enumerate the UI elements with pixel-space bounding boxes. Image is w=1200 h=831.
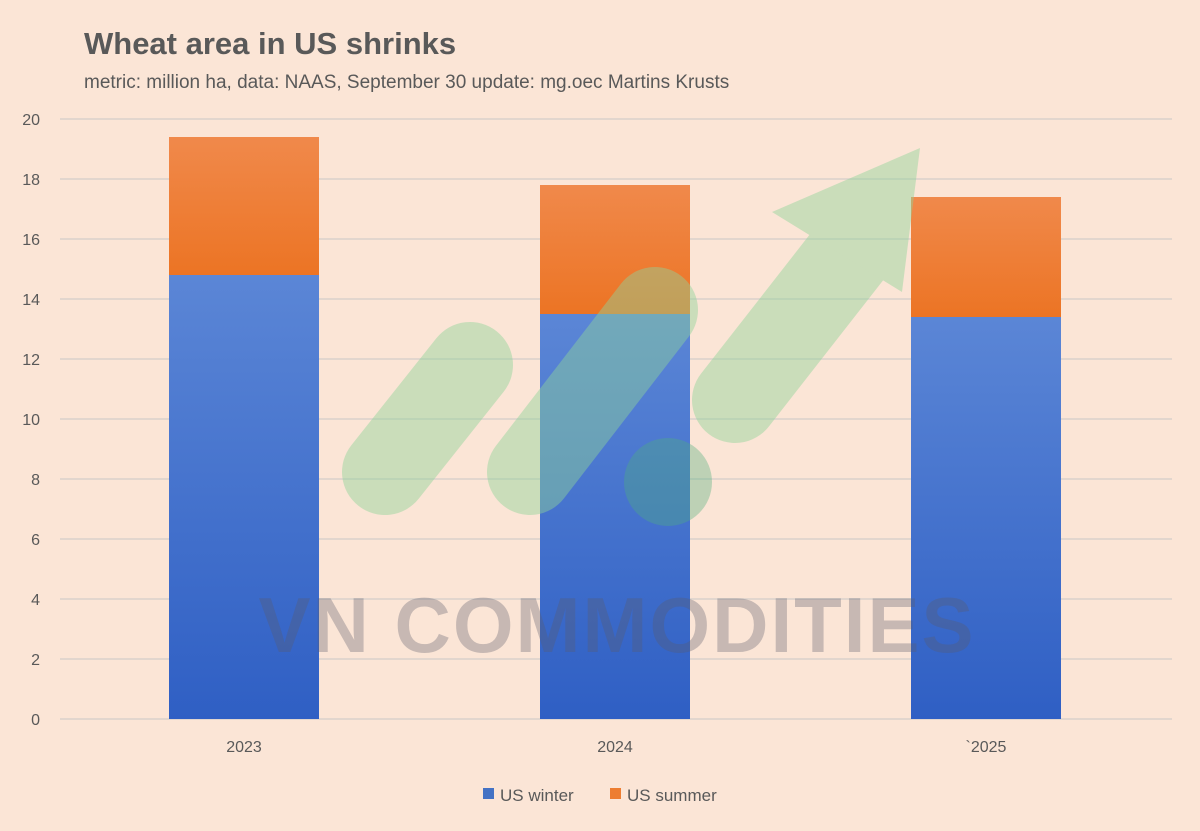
x-category-label: 2023 [226, 739, 262, 756]
y-tick-label: 0 [31, 712, 40, 729]
legend-label: US summer [627, 786, 717, 805]
chart-title: Wheat area in US shrinks [84, 26, 457, 61]
y-tick-label: 4 [31, 592, 40, 609]
chart-subtitle: metric: million ha, data: NAAS, Septembe… [84, 72, 730, 93]
y-tick-label: 6 [31, 532, 40, 549]
legend-label: US winter [500, 786, 574, 805]
bars [169, 137, 1061, 719]
y-axis-ticks: 0 2 4 6 8 10 12 14 16 18 20 [22, 112, 40, 729]
y-tick-label: 12 [22, 352, 40, 369]
y-tick-label: 8 [31, 472, 40, 489]
watermark-text: VN COMMODITIES [258, 581, 975, 669]
legend: US winter US summer [483, 786, 717, 805]
bar-us-summer-2 [911, 197, 1061, 317]
x-category-label: `2025 [966, 739, 1007, 756]
y-tick-label: 10 [22, 412, 40, 429]
y-tick-label: 16 [22, 232, 40, 249]
watermark-logo [342, 148, 920, 526]
x-category-label: 2024 [597, 739, 633, 756]
y-tick-label: 18 [22, 172, 40, 189]
bar-us-summer-1 [540, 185, 690, 314]
x-axis-labels: 2023 2024 `2025 [226, 739, 1006, 756]
bar-us-summer-0 [169, 137, 319, 275]
legend-swatch [610, 788, 621, 799]
bar-us-winter-0 [169, 275, 319, 719]
y-tick-label: 20 [22, 112, 40, 129]
legend-swatch [483, 788, 494, 799]
y-tick-label: 2 [31, 652, 40, 669]
bar-us-winter-1 [540, 314, 690, 719]
y-tick-label: 14 [22, 292, 40, 309]
bar-us-winter-2 [911, 317, 1061, 719]
